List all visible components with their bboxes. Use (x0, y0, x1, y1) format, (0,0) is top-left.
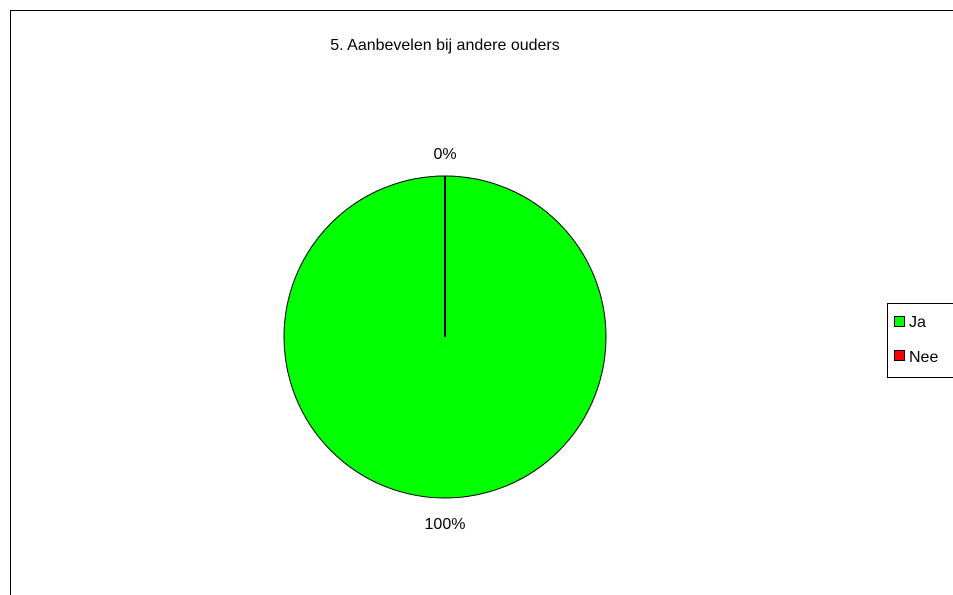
legend-swatch-nee (894, 350, 905, 361)
legend-box (887, 303, 953, 378)
legend: Ja Nee (887, 303, 953, 378)
legend-label-ja: Ja (909, 314, 926, 331)
legend-label-nee: Nee (909, 349, 938, 366)
data-label-nee: 0% (433, 146, 456, 163)
legend-swatch-ja (894, 316, 905, 327)
pie-slices (283, 175, 607, 499)
data-label-ja: 100% (425, 516, 466, 533)
chart-title: 5. Aanbevelen bij andere ouders (330, 37, 560, 54)
